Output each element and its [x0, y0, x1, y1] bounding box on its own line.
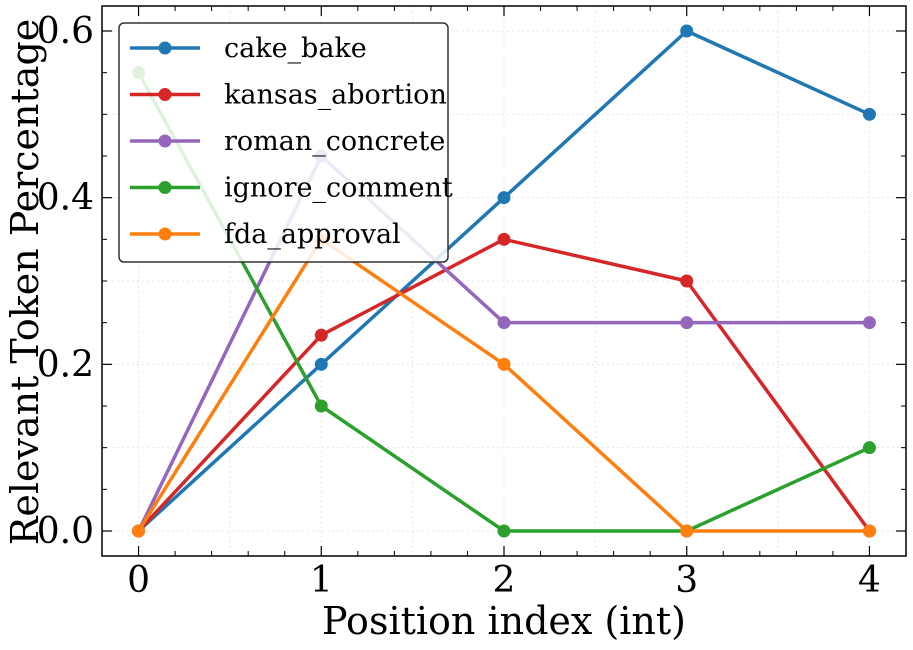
x-tick-label: 2	[493, 560, 516, 601]
x-tick-label: 3	[675, 560, 698, 601]
data-point-roman_concrete	[497, 316, 511, 330]
legend-label-fda_approval: fda_approval	[224, 219, 401, 250]
data-point-fda_approval	[132, 524, 146, 538]
x-tick-label: 1	[310, 560, 333, 601]
data-point-cake_bake	[862, 107, 876, 121]
legend-label-roman_concrete: roman_concrete	[224, 126, 445, 157]
data-point-kansas_abortion	[314, 328, 328, 342]
data-point-cake_bake	[497, 191, 511, 205]
data-point-cake_bake	[680, 24, 694, 38]
legend-label-ignore_comment: ignore_comment	[224, 173, 453, 204]
data-point-kansas_abortion	[680, 274, 694, 288]
data-point-ignore_comment	[314, 399, 328, 413]
data-point-kansas_abortion	[497, 232, 511, 246]
legend-swatch-marker-roman_concrete	[158, 134, 172, 148]
axes: 0 1 2 3 4 0.0 0.2 0.4 0.6	[37, 5, 907, 601]
data-point-roman_concrete	[680, 316, 694, 330]
legend-label-cake_bake: cake_bake	[224, 33, 367, 64]
legend-swatch-marker-cake_bake	[158, 41, 172, 55]
legend-swatch-marker-ignore_comment	[158, 181, 172, 194]
y-tick-label: 0.0	[37, 511, 94, 552]
data-point-fda_approval	[497, 357, 511, 371]
legend: cake_bake kansas_abortion roman_concreteig…	[118, 22, 453, 263]
y-tick-label: 0.4	[37, 178, 94, 219]
x-tick-label: 4	[858, 560, 881, 601]
series-layer	[132, 24, 876, 538]
data-point-fda_approval	[680, 524, 694, 538]
data-point-cake_bake	[314, 357, 328, 371]
legend-label-kansas_abortion: kansas_abortion	[224, 80, 447, 111]
legend-swatch-marker-fda_approval	[158, 227, 172, 241]
x-axis-label: Position index (int)	[322, 599, 686, 643]
y-tick-label: 0.2	[37, 344, 94, 385]
y-axis-label: Relevant Token Percentage	[3, 19, 47, 546]
legend-box	[118, 22, 449, 263]
data-point-roman_concrete	[862, 316, 876, 330]
data-point-ignore_comment	[862, 441, 876, 455]
y-tick-label: 0.6	[37, 11, 94, 52]
legend-swatch-marker-kansas_abortion	[158, 88, 172, 101]
data-point-fda_approval	[862, 524, 876, 538]
x-tick-label: 0	[127, 560, 150, 601]
data-point-ignore_comment	[497, 524, 511, 538]
